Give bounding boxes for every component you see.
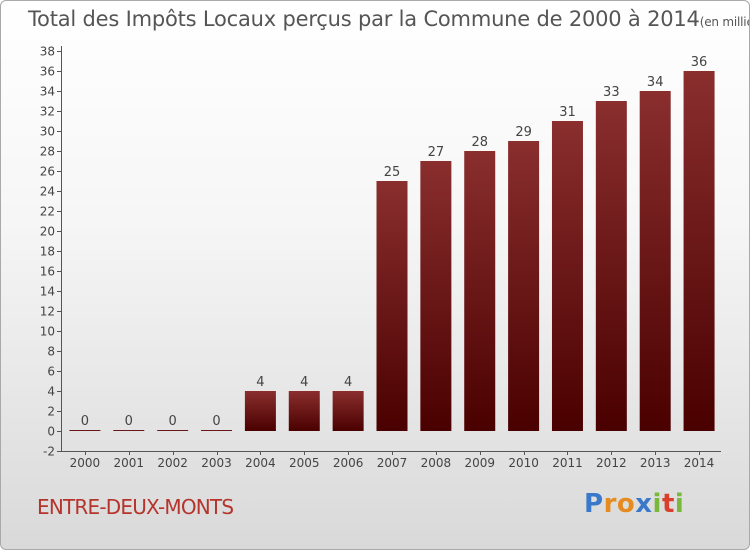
x-tick-label: 2006 [333, 456, 364, 470]
y-tick-label: 4 [47, 385, 55, 399]
logo-letter: P [584, 489, 604, 519]
data-label: 4 [344, 375, 352, 390]
x-tick-label: 2010 [508, 456, 539, 470]
logo-letter: r [603, 489, 617, 519]
chart-title-text: Total des Impôts Locaux perçus par la Co… [28, 7, 700, 31]
y-tick-label: 32 [40, 105, 55, 119]
chart-unit: (en milliers d'€) [699, 15, 749, 29]
logo-letter: o [616, 489, 636, 519]
data-label: 36 [691, 55, 708, 70]
y-tick-label: 14 [40, 285, 55, 299]
x-tick-label: 2002 [157, 456, 188, 470]
bar [639, 91, 671, 431]
data-labels: 0 0 0 0 4 4 4 25 27 28 29 31 33 34 36 [81, 55, 708, 429]
data-label: 25 [384, 165, 401, 180]
bar [683, 71, 715, 431]
proxiti-logo: Proxiti [584, 489, 684, 519]
x-tick-label: 2003 [201, 456, 232, 470]
data-label: 31 [559, 105, 576, 120]
x-tick-label: 2009 [464, 456, 495, 470]
bar [420, 161, 452, 431]
bar [595, 101, 627, 431]
chart-title: Total des Impôts Locaux perçus par la Co… [28, 7, 749, 31]
x-tick-label: 2013 [640, 456, 671, 470]
y-tick-label: 26 [40, 165, 55, 179]
data-label: 27 [428, 145, 445, 160]
y-tick-label: 22 [40, 205, 55, 219]
y-tick-label: 16 [40, 265, 55, 279]
bar [332, 391, 364, 431]
x-tick-label: 2014 [684, 456, 715, 470]
bar [464, 151, 496, 431]
bar [288, 391, 320, 431]
data-label: 0 [81, 414, 89, 429]
y-tick-label: 28 [40, 145, 55, 159]
data-label: 4 [300, 375, 308, 390]
logo-letter: i [674, 489, 685, 519]
data-label: 0 [169, 414, 177, 429]
logo-letter: t [661, 489, 675, 519]
x-tick-label: 2005 [289, 456, 320, 470]
x-tick-label: 2004 [245, 456, 276, 470]
logo-letter: x [635, 489, 653, 519]
y-tick-label: 20 [40, 225, 55, 239]
y-tick-label: 8 [47, 345, 55, 359]
data-label: 29 [515, 125, 532, 140]
bar [244, 391, 276, 431]
data-label: 28 [471, 135, 488, 150]
logo-letter: i [652, 489, 662, 519]
data-label: 33 [603, 85, 620, 100]
y-tick-label: -2 [43, 445, 55, 459]
y-tick-label: 30 [40, 125, 55, 139]
y-tick-label: 0 [47, 425, 55, 439]
data-label: 4 [256, 375, 264, 390]
y-tick-label: 18 [40, 245, 55, 259]
y-tick-label: 2 [47, 405, 55, 419]
x-tick-label: 2001 [114, 456, 145, 470]
bar [508, 141, 540, 431]
x-tick-label: 2000 [70, 456, 101, 470]
bar [551, 121, 583, 431]
y-tick-label: 24 [40, 185, 55, 199]
y-tick-label: 36 [40, 65, 55, 79]
y-tick-label: 10 [40, 325, 55, 339]
x-tick-label: 2011 [552, 456, 583, 470]
y-tick-label: 12 [40, 305, 55, 319]
y-tick-label: 6 [47, 365, 55, 379]
bar [201, 430, 233, 431]
bars [69, 71, 715, 431]
y-tick-label: 38 [40, 45, 55, 59]
bar [376, 181, 408, 431]
x-tick-label: 2008 [421, 456, 452, 470]
bar [69, 430, 101, 431]
bar [157, 430, 189, 431]
data-label: 34 [647, 75, 664, 90]
axes: -202468101214161820222426283032343638200… [40, 45, 721, 470]
x-tick-label: 2012 [596, 456, 627, 470]
commune-name: ENTRE-DEUX-MONTS [37, 495, 234, 519]
bar [113, 430, 145, 431]
x-tick-label: 2007 [377, 456, 408, 470]
data-label: 0 [212, 414, 220, 429]
y-tick-label: 34 [40, 85, 55, 99]
data-label: 0 [125, 414, 133, 429]
